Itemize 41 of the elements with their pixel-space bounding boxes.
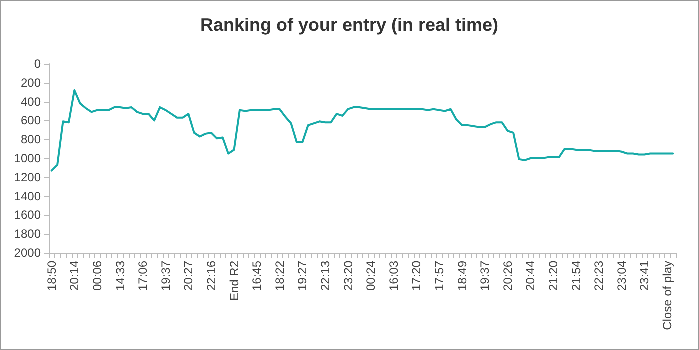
y-tick-label: 1800 [14,227,42,242]
y-tick-label: 1600 [14,208,42,222]
x-tick-label: 19:37 [158,260,173,292]
y-tick-label: 400 [20,94,42,109]
x-tick-label: 22:13 [318,260,332,292]
y-tick-label: 600 [20,114,42,128]
x-tick-label: 14:33 [113,260,128,292]
x-tick-label: 23:41 [638,260,652,292]
y-tick-label: 0 [34,57,42,71]
x-tick-label: End R2 [227,260,242,302]
x-tick-label: 20:27 [182,260,196,292]
x-tick-label: 19:37 [478,260,492,292]
x-tick-label: 20:26 [500,260,515,292]
y-tick-label: 1400 [14,189,42,204]
x-tick-label: 19:27 [296,260,310,292]
x-tick-label: 17:57 [432,260,446,292]
x-tick-label: 18:22 [272,260,287,292]
x-tick-label: 18:50 [44,260,59,292]
x-tick-label: 00:24 [364,260,378,292]
y-tick-label: 800 [20,132,42,147]
y-tick-label: 200 [20,76,42,90]
x-tick-label: 22:23 [592,260,606,292]
x-tick-label: 16:03 [386,260,401,292]
x-tick-label: Close of play [660,261,674,330]
chart-title: Ranking of your entry (in real time) [200,15,499,35]
x-tick-label: 16:45 [250,260,264,292]
x-tick-label: 23:04 [614,260,629,292]
x-tick-label: 21:20 [546,260,560,292]
x-tick-label: 22:16 [204,260,218,292]
x-tick-label: 23:20 [341,260,356,292]
x-tick-label: 17:06 [136,260,150,292]
y-tick-label: 1000 [14,152,42,166]
y-tick-label: 1200 [14,170,42,184]
x-tick-label: 20:44 [524,260,538,292]
line-series [50,89,674,172]
x-tick-label: 20:14 [68,260,82,292]
x-tick-label: 21:54 [569,260,584,292]
y-tick-label: 2000 [14,246,42,260]
x-tick-label: 18:49 [455,260,470,292]
x-tick-label: 00:06 [90,260,104,292]
x-tick-label: 17:20 [410,260,424,292]
